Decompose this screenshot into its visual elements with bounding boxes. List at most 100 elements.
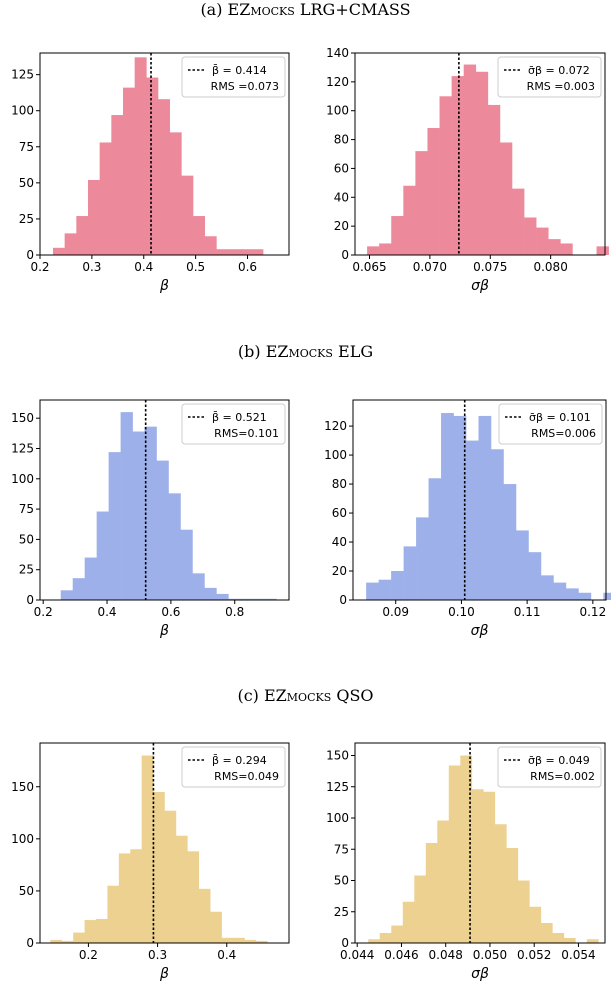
c1-histogram-bar	[427, 128, 440, 255]
c3-histogram-bar	[428, 478, 442, 600]
c2-y-tick-label: 0	[26, 593, 34, 607]
c5-histogram-bar	[425, 843, 438, 943]
c0-y-tick-label: 25	[19, 212, 34, 226]
c4-histogram-bar	[61, 940, 74, 943]
c5-histogram-bar	[471, 789, 484, 943]
c5-plot-frame	[354, 742, 606, 944]
c3-y-tick-label: 80	[332, 477, 347, 491]
c1-x-tick-label: 0.075	[473, 260, 507, 274]
c0-histogram-bar	[99, 142, 112, 255]
c4-x-tick-label: 0.3	[148, 948, 167, 962]
panel-c-title: (c) EZmocks QSO	[237, 686, 374, 705]
c2-x-axis-label: β	[159, 623, 169, 639]
c1-x-tick-label: 0.065	[352, 260, 386, 274]
c0-histogram-bar	[146, 77, 159, 256]
c4-histogram-bar	[84, 920, 97, 943]
c1-histogram-bar	[367, 246, 380, 255]
c3-legend-mean-label: σ̄β = 0.101	[529, 411, 591, 424]
c1-histogram-bar	[415, 151, 428, 255]
c3-y-tick-label: 20	[332, 564, 347, 578]
c3-y-tick-label: 0	[339, 593, 347, 607]
c1-y-tick-label: 20	[334, 219, 349, 233]
c1-plot-frame	[354, 52, 606, 256]
c5-x-tick-label: 0.044	[340, 948, 374, 962]
c4-histogram-bar	[244, 939, 257, 943]
c1-histogram-bar	[536, 227, 549, 255]
c3-x-tick-label: 0.09	[382, 605, 409, 619]
c3-plot-frame	[352, 399, 607, 601]
c5-histogram-bar	[494, 824, 507, 943]
c3-legend-rms-label: RMS=0.006	[531, 427, 596, 440]
c4-histogram-bar	[153, 791, 165, 943]
c5-histogram-bar	[506, 848, 519, 943]
c0-y-tick-label: 75	[19, 140, 34, 154]
c0-histogram-bar	[158, 99, 170, 255]
c5-histogram-bar	[379, 933, 392, 943]
c5-legend-mean-label: σ̄β = 0.049	[528, 754, 590, 767]
c0-x-tick-label: 0.3	[82, 260, 101, 274]
c4-histogram-bar	[50, 939, 63, 943]
c0-histogram-bar	[111, 115, 124, 256]
c5-legend-rms-label: RMS=0.002	[530, 770, 595, 783]
c5-histogram-bar	[402, 901, 415, 943]
c4-histogram-bar	[187, 851, 200, 943]
c1-histogram-bar	[499, 142, 513, 255]
c5-legend-box	[497, 746, 602, 788]
c3-histogram-bar	[578, 592, 592, 600]
c2-histogram-bar	[216, 593, 229, 600]
c2-histogram-bar	[72, 578, 85, 600]
c4-legend-mean-label: β̄ = 0.294	[212, 754, 267, 767]
panel-b-sigma-beta-histogram: 0.09 0.10 0.11 0.12 0 20 40 60 80 100 120 σβ σ̄β = 0…	[324, 399, 611, 639]
c1-y-tick-label: 0	[341, 248, 349, 262]
c0-histogram-bar	[76, 216, 89, 255]
panel-a-sigma-beta-histogram: 0.065 0.070 0.075 0.080 0 20 40 60 80 100 120 140 σβ…	[326, 46, 609, 294]
c2-histogram-bar	[180, 529, 193, 600]
c0-y-tick-label: 125	[11, 68, 34, 82]
c4-histogram-bar	[130, 849, 142, 943]
c1-histogram-bar	[548, 239, 561, 255]
c2-histogram-bar	[60, 590, 74, 600]
c2-histogram-bar	[156, 460, 169, 600]
c0-histogram-bar	[239, 249, 252, 255]
c3-y-tick-label: 120	[324, 419, 347, 433]
c3-histogram-bar	[491, 449, 504, 600]
c0-legend-mean-label: β̄ = 0.414	[212, 64, 267, 77]
c1-y-tick-label: 40	[334, 190, 349, 204]
c1-legend-rms-label: RMS =0.003	[527, 80, 595, 93]
c2-legend-mean-label: β̄ = 0.521	[212, 411, 267, 424]
c1-y-tick-label: 140	[326, 46, 349, 60]
c4-y-tick-label: 0	[26, 936, 34, 950]
c5-histogram-bar	[552, 933, 565, 943]
c3-histogram-bar	[441, 413, 454, 600]
c3-histogram-bar	[366, 582, 379, 600]
c4-histogram-bar	[221, 937, 234, 943]
panel-a-beta-histogram: 0.2 0.3 0.4 0.5 0.6 0 25 50 75 100 125 β β̄ = 0.414 R…	[11, 52, 290, 294]
panel-c-sigma-beta-histogram: 0.044 0.046 0.048 0.050 0.052 0.054 0 25 50 75 100…	[326, 742, 606, 982]
c2-y-tick-label: 125	[11, 441, 34, 455]
c3-histogram-bar	[478, 415, 492, 600]
c5-x-tick-label: 0.054	[561, 948, 595, 962]
c3-y-tick-label: 60	[332, 506, 347, 520]
c2-histogram-bar	[264, 598, 277, 600]
c4-histogram-bar	[210, 911, 222, 943]
c5-y-tick-label: 100	[326, 811, 349, 825]
c3-histogram-bar	[453, 415, 467, 600]
c0-legend-rms-label: RMS =0.073	[211, 80, 279, 93]
panel-a-title: (a) EZmocks LRG+CMASS	[200, 0, 411, 19]
c0-histogram-bar	[204, 236, 217, 255]
c2-histogram-bar	[96, 511, 109, 600]
c5-histogram-bar	[586, 939, 599, 943]
c5-histogram-bar	[483, 791, 496, 943]
c5-histogram-bar	[540, 923, 553, 943]
c5-histogram-bar	[460, 755, 473, 943]
c4-x-axis-label: β	[159, 966, 169, 982]
c1-histogram-bar	[524, 217, 537, 255]
c0-x-tick-label: 0.5	[186, 260, 205, 274]
c0-histogram-bar	[193, 216, 206, 255]
c1-y-tick-label: 60	[334, 161, 349, 175]
c0-histogram-bar	[216, 249, 229, 255]
c3-histogram-bar	[378, 579, 392, 600]
c2-histogram-bar	[108, 452, 121, 600]
c0-y-tick-label: 0	[26, 248, 34, 262]
c3-y-tick-label: 40	[332, 535, 347, 549]
